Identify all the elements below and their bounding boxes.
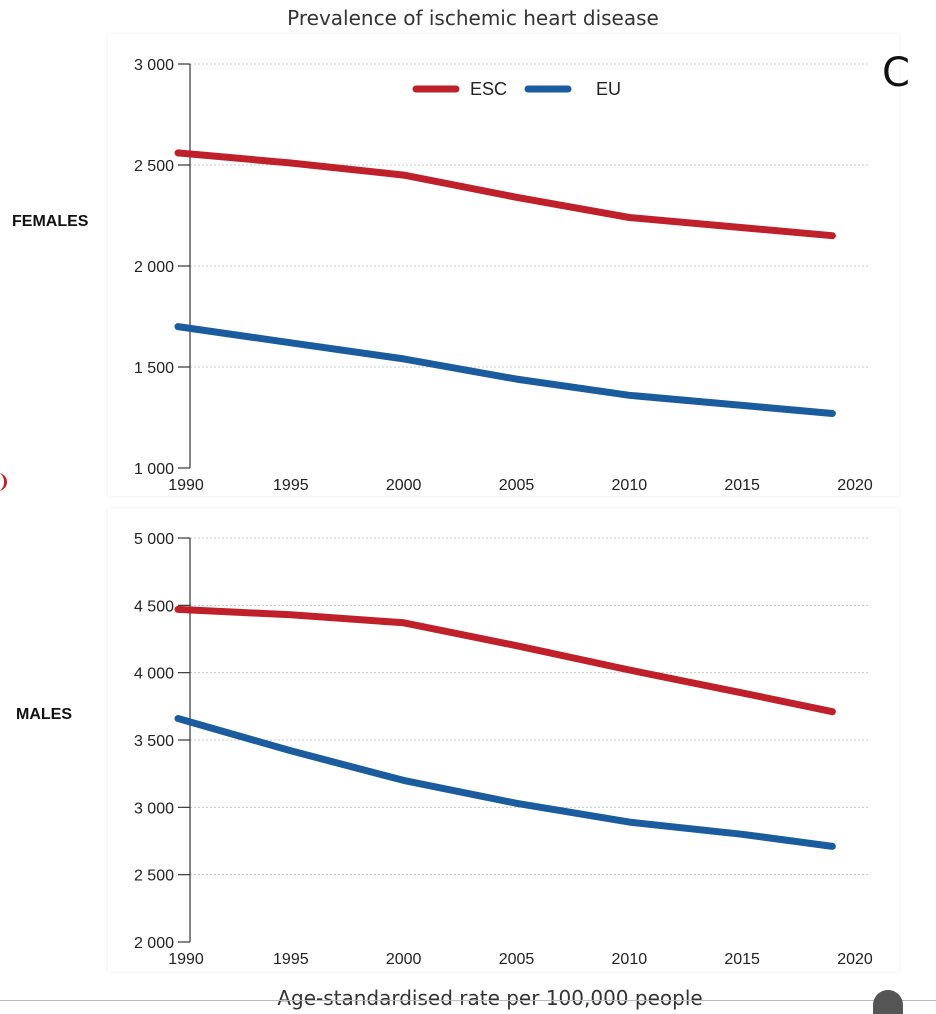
males-series-eu-line [174, 715, 836, 850]
males-x-tick-label: 1995 [273, 951, 309, 968]
males-panel-label: MALES [16, 706, 72, 723]
females-x-tick-label: 2000 [386, 477, 422, 494]
females-x-tick-label: 1995 [273, 477, 309, 494]
males-x-tick-label: 2015 [724, 951, 760, 968]
females-series-esc-line [174, 149, 836, 240]
females-x-tick-label: 2020 [837, 477, 873, 494]
females-panel-box [108, 34, 899, 496]
males-x-tick-label: 2010 [612, 951, 648, 968]
females-panel-label: FEMALES [12, 213, 89, 230]
x-axis-label: Age-standardised rate per 100,000 people [277, 986, 703, 1010]
females-x-tick-label: 2010 [612, 477, 648, 494]
females-y-tick-label: 3 000 [134, 57, 174, 74]
females-x-tick-label: 2005 [499, 477, 535, 494]
females-x-tick-label: 1990 [168, 477, 204, 494]
males-y-tick-label: 4 500 [134, 598, 174, 615]
gray-circle-icon [873, 990, 903, 1014]
background-text-fragment: C [882, 50, 910, 96]
males-x-tick-label: 1990 [168, 951, 204, 968]
males-y-tick-label: 3 500 [134, 733, 174, 750]
chart-title: Prevalence of ischemic heart disease [287, 6, 659, 30]
females-x-tick-label: 2015 [724, 477, 760, 494]
females-y-tick-label: 2 500 [134, 158, 174, 175]
males-x-tick-label: 2020 [837, 951, 873, 968]
background-red-mark [0, 473, 7, 491]
males-y-tick-label: 2 500 [134, 868, 174, 885]
females-y-tick-label: 2 000 [134, 259, 174, 276]
legend-label-eu: EU [596, 79, 621, 99]
males-series-esc-line [174, 605, 836, 716]
bottom-divider [0, 1000, 936, 1001]
males-y-tick-label: 4 000 [134, 666, 174, 683]
legend-label-esc: ESC [470, 79, 507, 99]
males-x-tick-label: 2005 [499, 951, 535, 968]
females-series-eu-line [174, 323, 836, 417]
males-y-tick-label: 5 000 [134, 531, 174, 548]
males-x-tick-label: 2000 [386, 951, 422, 968]
males-y-tick-label: 3 000 [134, 800, 174, 817]
males-y-tick-label: 2 000 [134, 935, 174, 952]
females-y-tick-label: 1 500 [134, 360, 174, 377]
females-y-tick-label: 1 000 [134, 461, 174, 478]
